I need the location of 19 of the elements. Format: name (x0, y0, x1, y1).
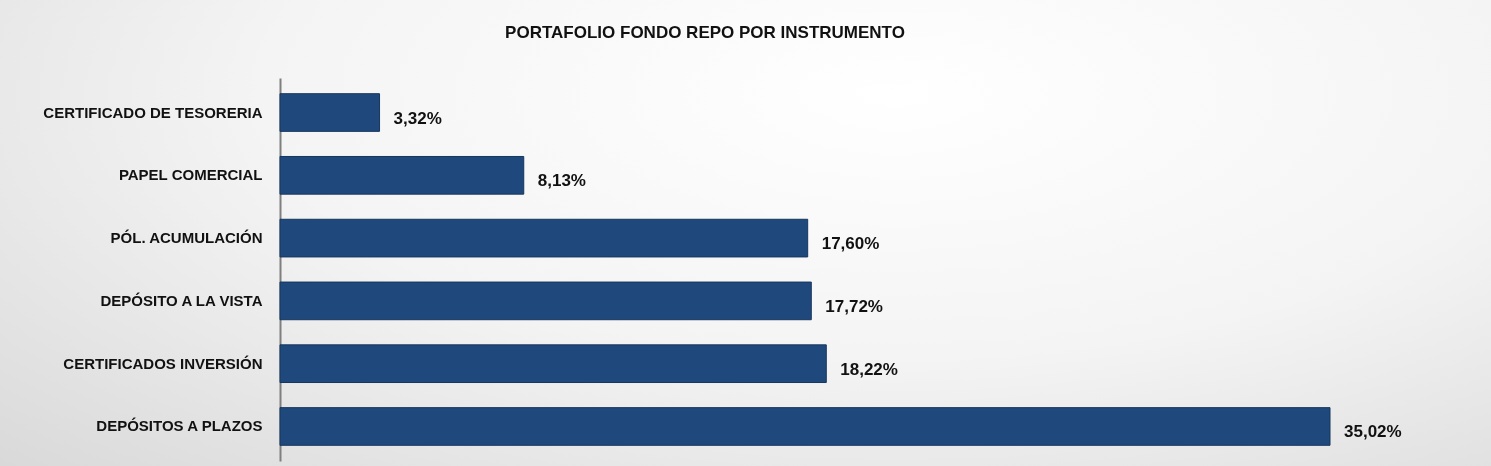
bar (279, 344, 827, 384)
data-label: 35,02% (1344, 422, 1402, 442)
chart-title: PORTAFOLIO FONDO REPO POR INSTRUMENTO (505, 23, 905, 42)
data-label: 17,72% (825, 296, 883, 316)
y-tick-label: DEPÓSITOS A PLAZOS (96, 417, 263, 435)
y-tick-label: CERTIFICADO DE TESORERIA (43, 103, 263, 121)
bar (279, 407, 1331, 446)
bar (279, 281, 812, 321)
y-tick-label: PAPEL COMERCIAL (118, 166, 263, 184)
y-tick-label: PÓL. ACUMULACIÓN (110, 229, 263, 247)
data-label: 17,60% (821, 234, 880, 254)
bar (279, 218, 809, 258)
bar (279, 155, 525, 195)
y-tick-label: DEPÓSITO A LA VISTA (100, 291, 263, 309)
data-label: 3,32% (393, 108, 442, 128)
data-label: 18,22% (840, 359, 898, 379)
data-label: 8,13% (537, 171, 586, 191)
bar (279, 93, 381, 132)
y-tick-label: CERTIFICADOS INVERSIÓN (63, 354, 263, 372)
